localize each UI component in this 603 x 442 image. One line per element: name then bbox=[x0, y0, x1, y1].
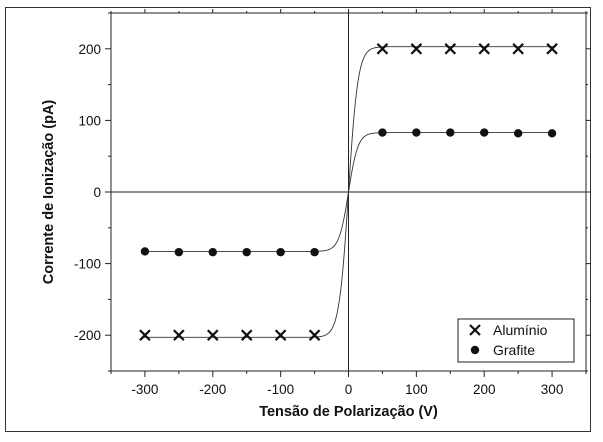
x-tick-label: -100 bbox=[267, 382, 294, 397]
data-point-aluminio bbox=[376, 43, 389, 55]
marker-stroke bbox=[173, 329, 185, 341]
data-point-aluminio bbox=[139, 329, 151, 341]
marker-stroke bbox=[376, 43, 389, 55]
data-point-grafite bbox=[208, 247, 217, 257]
legend-label-grafite: Grafite bbox=[493, 342, 535, 358]
data-point-grafite bbox=[547, 129, 557, 138]
marker-stroke bbox=[207, 329, 219, 341]
marker-stroke bbox=[512, 43, 524, 55]
marker-stroke bbox=[478, 43, 490, 55]
marker-stroke bbox=[240, 329, 253, 341]
y-tick-label: 200 bbox=[78, 42, 101, 57]
data-point-grafite bbox=[480, 128, 489, 137]
data-point-grafite bbox=[513, 129, 523, 138]
marker-stroke bbox=[410, 43, 423, 55]
marker-stroke bbox=[546, 43, 558, 55]
data-point-grafite bbox=[174, 247, 184, 257]
data-point-aluminio bbox=[546, 43, 558, 55]
figure-frame: -300 -200 -100 0 100 200 300 -200 -100 0 100 200 Te… bbox=[5, 7, 591, 432]
data-point-aluminio bbox=[410, 43, 423, 55]
data-points-group bbox=[139, 43, 558, 341]
x-tick-label: -300 bbox=[131, 382, 158, 397]
data-point-aluminio bbox=[478, 43, 490, 55]
data-point-grafite bbox=[412, 128, 421, 137]
legend-marker-grafite bbox=[470, 345, 480, 355]
y-tick-label: 0 bbox=[93, 185, 101, 200]
x-tick-label: 0 bbox=[345, 382, 353, 397]
data-point-aluminio bbox=[173, 329, 185, 341]
y-tick-label: -100 bbox=[74, 257, 101, 272]
data-point-grafite bbox=[276, 247, 285, 257]
legend: Alumínio Grafite bbox=[457, 318, 575, 363]
x-tick-label: -200 bbox=[199, 382, 226, 397]
legend-marker-aluminio bbox=[469, 324, 481, 336]
marker-stroke bbox=[469, 324, 481, 336]
data-point-grafite bbox=[140, 247, 150, 256]
marker-stroke bbox=[139, 329, 151, 341]
data-point-aluminio bbox=[308, 329, 321, 341]
data-point-aluminio bbox=[512, 43, 524, 55]
marker-stroke bbox=[444, 43, 457, 55]
data-point-aluminio bbox=[274, 329, 287, 341]
x-tick-label: 200 bbox=[473, 382, 496, 397]
legend-label-aluminio: Alumínio bbox=[493, 322, 548, 338]
marker-stroke bbox=[308, 329, 321, 341]
data-point-aluminio bbox=[207, 329, 219, 341]
data-point-grafite bbox=[242, 247, 251, 257]
data-point-grafite bbox=[446, 128, 455, 137]
x-axis-label: Tensão de Polarização (V) bbox=[259, 404, 438, 420]
data-point-grafite bbox=[378, 128, 387, 137]
axes-group: -300 -200 -100 0 100 200 300 -200 -100 0 100 200 bbox=[74, 9, 590, 397]
chart: -300 -200 -100 0 100 200 300 -200 -100 0 100 200 Te… bbox=[41, 9, 590, 420]
data-point-grafite bbox=[310, 247, 319, 257]
x-tick-label: 300 bbox=[541, 382, 564, 397]
y-tick-label: -200 bbox=[74, 328, 101, 343]
data-point-aluminio bbox=[240, 329, 253, 341]
marker-stroke bbox=[274, 329, 287, 341]
x-tick-label: 100 bbox=[405, 382, 428, 397]
y-axis-label: Corrente de Ionização (pA) bbox=[41, 100, 57, 285]
data-point-aluminio bbox=[444, 43, 457, 55]
y-tick-label: 100 bbox=[78, 113, 101, 128]
